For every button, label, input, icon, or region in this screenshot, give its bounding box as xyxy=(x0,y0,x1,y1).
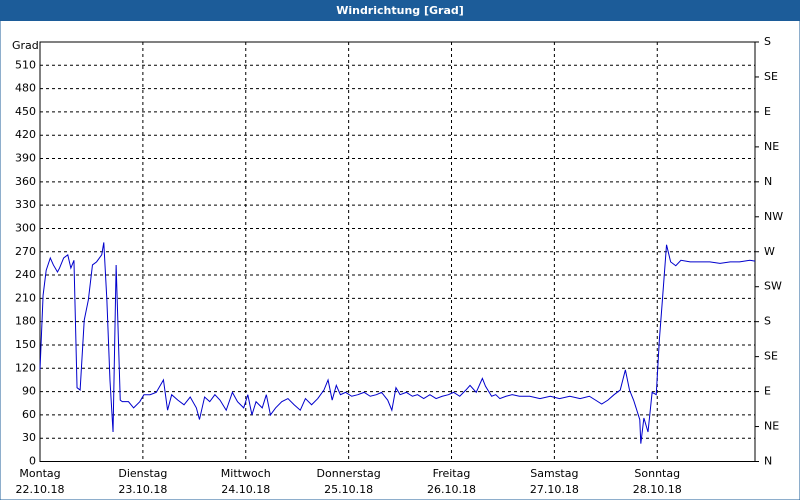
y-tick-label: 60 xyxy=(22,408,36,421)
x-tick-date: 25.10.18 xyxy=(324,483,373,496)
x-tick-label: Mittwoch xyxy=(221,467,271,480)
y-tick-label: 510 xyxy=(15,58,36,71)
y-tick-label: 450 xyxy=(15,105,36,118)
x-tick-date: 27.10.18 xyxy=(530,483,579,496)
y2-tick-label: S xyxy=(764,315,771,328)
x-tick-date: 26.10.18 xyxy=(427,483,476,496)
y2-tick-label: N xyxy=(764,455,772,468)
y2-tick-label: NE xyxy=(764,420,779,433)
title-bar xyxy=(0,0,800,21)
x-tick-label: Montag xyxy=(19,467,60,480)
y-tick-label: 270 xyxy=(15,245,36,258)
x-tick-label: Samstag xyxy=(530,467,578,480)
y2-tick-label: E xyxy=(764,385,771,398)
y2-tick-label: S xyxy=(764,35,771,48)
x-tick-label: Sonntag xyxy=(634,467,680,480)
y-tick-label: 0 xyxy=(29,455,36,468)
y-tick-label: 240 xyxy=(15,268,36,281)
x-tick-label: Freitag xyxy=(433,467,471,480)
y-tick-label: 210 xyxy=(15,291,36,304)
y-tick-label: 360 xyxy=(15,175,36,188)
y-tick-label: 150 xyxy=(15,338,36,351)
plot-border xyxy=(39,41,756,462)
y-tick-label: 420 xyxy=(15,128,36,141)
y2-tick-label: SE xyxy=(764,70,778,83)
x-tick-label: Dienstag xyxy=(118,467,167,480)
y2-tick-label: E xyxy=(764,105,771,118)
chart-title: Windrichtung [Grad] xyxy=(336,4,464,17)
y2-tick-label: SW xyxy=(764,280,782,293)
data-line xyxy=(39,242,756,444)
y-tick-label: 120 xyxy=(15,361,36,374)
x-tick-date: 24.10.18 xyxy=(221,483,270,496)
y2-tick-label: W xyxy=(764,245,775,258)
x-tick-date: 23.10.18 xyxy=(118,483,167,496)
y-tick-label: 30 xyxy=(22,431,36,444)
x-tick-label: Donnerstag xyxy=(317,467,381,480)
y-axis-label: Grad xyxy=(12,39,39,52)
y2-tick-label: N xyxy=(764,175,772,188)
y-tick-label: 480 xyxy=(15,82,36,95)
y2-tick-label: NE xyxy=(764,140,779,153)
y-tick-label: 300 xyxy=(15,221,36,234)
y2-tick-label: NW xyxy=(764,210,783,223)
y-tick-label: 330 xyxy=(15,198,36,211)
y-tick-label: 390 xyxy=(15,152,36,165)
y-tick-label: 180 xyxy=(15,315,36,328)
y2-tick-label: SE xyxy=(764,350,778,363)
x-tick-date: 28.10.18 xyxy=(633,483,682,496)
y-tick-label: 90 xyxy=(22,385,36,398)
x-tick-date: 22.10.18 xyxy=(16,483,65,496)
